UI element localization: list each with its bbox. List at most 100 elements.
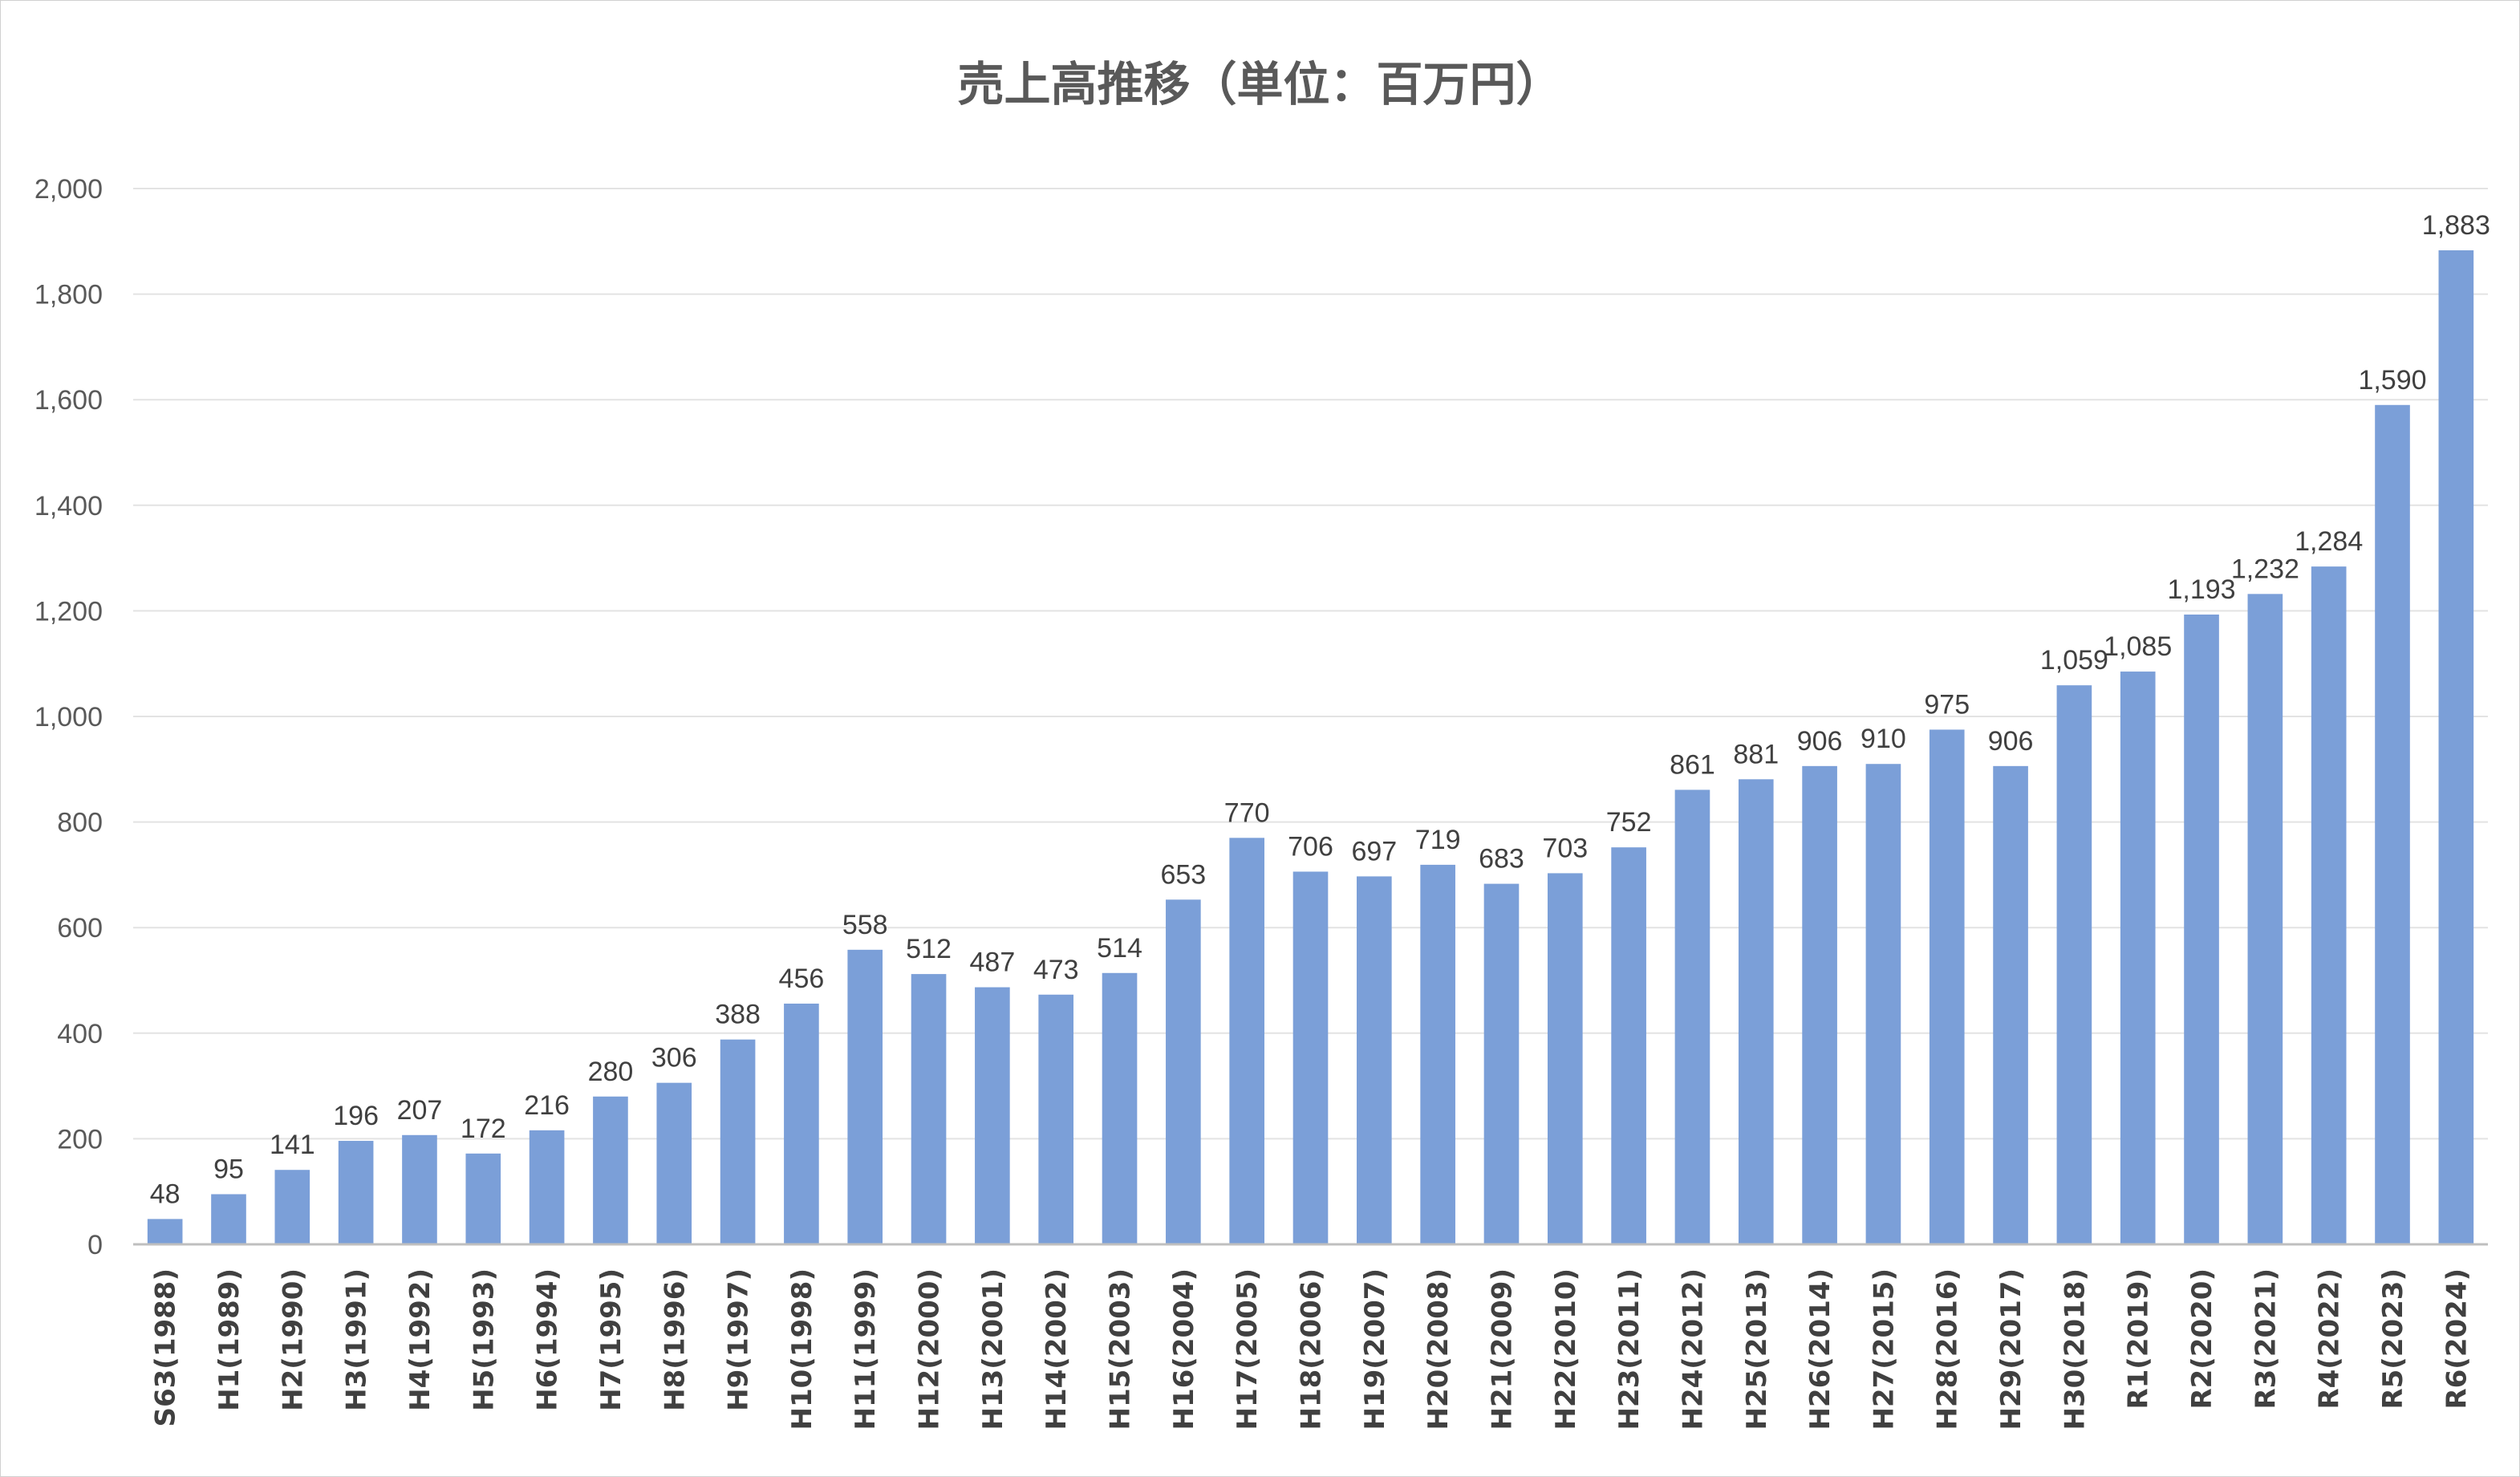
x-tick-label: H6(1994)	[532, 1268, 564, 1411]
data-label: 719	[1415, 825, 1461, 855]
bar	[1102, 972, 1138, 1244]
x-tick-label: H10(1998)	[786, 1268, 818, 1430]
bar	[1993, 765, 2028, 1244]
y-tick-label: 400	[57, 1019, 103, 1049]
bar	[1166, 899, 1201, 1244]
y-tick-label: 0	[87, 1230, 103, 1260]
y-tick-label: 800	[57, 808, 103, 838]
data-label: 906	[1797, 726, 1843, 757]
x-tick-label: R3(2021)	[2250, 1268, 2282, 1410]
x-tick-label: H23(2011)	[1613, 1268, 1646, 1430]
data-label: 683	[1479, 844, 1524, 874]
bar	[338, 1141, 374, 1244]
bar	[529, 1130, 565, 1244]
x-tick-label: H30(2018)	[2059, 1268, 2091, 1430]
bar	[1611, 847, 1646, 1244]
x-tick-label: H7(1995)	[595, 1268, 627, 1411]
data-label: 1,883	[2422, 210, 2490, 241]
x-tick-label: H17(2005)	[1232, 1268, 1264, 1430]
data-label: 280	[588, 1057, 634, 1087]
data-label: 456	[779, 964, 825, 994]
bar	[2184, 615, 2219, 1244]
y-tick-label: 1,400	[34, 491, 103, 521]
bar	[402, 1134, 437, 1244]
bar	[274, 1170, 310, 1244]
bar	[1674, 789, 1710, 1244]
bar	[1420, 864, 1455, 1244]
data-label: 48	[150, 1179, 181, 1209]
data-label: 653	[1160, 859, 1206, 890]
y-tick-label: 200	[57, 1124, 103, 1154]
x-tick-label: H28(2016)	[1932, 1268, 1964, 1430]
x-tick-label: H12(2000)	[914, 1268, 946, 1430]
x-tick-label: H21(2009)	[1486, 1268, 1518, 1430]
bar	[1229, 838, 1264, 1244]
data-label: 975	[1924, 689, 1970, 720]
x-tick-label: H25(2013)	[1741, 1268, 1773, 1430]
data-label: 558	[842, 910, 888, 940]
bar	[1292, 871, 1329, 1244]
x-tick-label: H2(1990)	[277, 1268, 309, 1411]
bar	[847, 949, 883, 1244]
bar	[911, 974, 947, 1244]
data-label: 512	[906, 934, 952, 964]
x-tick-label: R2(2020)	[2186, 1268, 2218, 1410]
x-tick-label: H16(2004)	[1168, 1268, 1200, 1430]
x-tick-label: S63(1988)	[150, 1268, 182, 1427]
bar	[720, 1039, 756, 1244]
bar	[1483, 883, 1520, 1244]
x-tick-label: H4(1992)	[404, 1268, 436, 1411]
x-tick-label: H11(1999)	[850, 1268, 882, 1430]
x-tick-label: H26(2014)	[1804, 1268, 1836, 1430]
bar	[593, 1096, 628, 1244]
bar	[1547, 873, 1583, 1244]
bar	[975, 987, 1010, 1244]
x-tick-label: H18(2006)	[1296, 1268, 1328, 1430]
x-tick-label: R6(2024)	[2441, 1268, 2473, 1410]
x-tick-label: R4(2022)	[2314, 1268, 2346, 1410]
bar	[465, 1153, 501, 1244]
bar	[2247, 594, 2283, 1244]
data-label: 752	[1606, 807, 1652, 838]
data-label: 1,059	[2040, 645, 2108, 676]
bar	[1865, 764, 1901, 1244]
bar	[1738, 779, 1774, 1244]
x-tick-label: H19(2007)	[1359, 1268, 1391, 1430]
data-label: 216	[524, 1090, 570, 1121]
chart-title: 売上高推移（単位：百万円）	[957, 57, 1563, 112]
y-tick-label: 1,200	[34, 596, 103, 627]
bar	[784, 1003, 819, 1244]
data-label: 1,590	[2358, 365, 2426, 396]
x-tick-label: H8(1996)	[659, 1268, 691, 1411]
x-tick-label: R1(2019)	[2123, 1268, 2155, 1410]
y-tick-label: 1,800	[34, 280, 103, 310]
data-label: 388	[715, 1000, 761, 1030]
data-label: 1,193	[2167, 574, 2235, 605]
data-label: 1,232	[2231, 554, 2299, 584]
x-tick-label: H15(2003)	[1105, 1268, 1137, 1430]
x-tick-label: H29(2017)	[1995, 1268, 2027, 1430]
x-tick-label: H22(2010)	[1550, 1268, 1582, 1430]
data-label: 910	[1861, 724, 1906, 754]
data-label: 306	[651, 1043, 697, 1073]
x-tick-label: H3(1991)	[341, 1268, 373, 1411]
x-tick-label: H1(1989)	[213, 1268, 246, 1411]
y-tick-label: 2,000	[34, 174, 103, 205]
bar	[2120, 672, 2156, 1244]
data-label: 697	[1351, 836, 1397, 866]
x-tick-label: H13(2001)	[977, 1268, 1009, 1430]
data-label: 95	[213, 1154, 244, 1184]
data-label: 906	[1988, 726, 2034, 757]
data-label: 473	[1033, 955, 1079, 985]
data-label: 706	[1288, 831, 1333, 862]
y-tick-label: 1,600	[34, 385, 103, 416]
bar	[2438, 250, 2474, 1245]
x-tick-label: H24(2012)	[1677, 1268, 1709, 1430]
data-label: 172	[461, 1114, 506, 1144]
data-label: 703	[1542, 833, 1588, 863]
data-label: 196	[333, 1101, 379, 1131]
x-tick-label: H5(1993)	[468, 1268, 500, 1411]
data-label: 141	[270, 1130, 315, 1160]
data-label: 487	[970, 947, 1016, 978]
